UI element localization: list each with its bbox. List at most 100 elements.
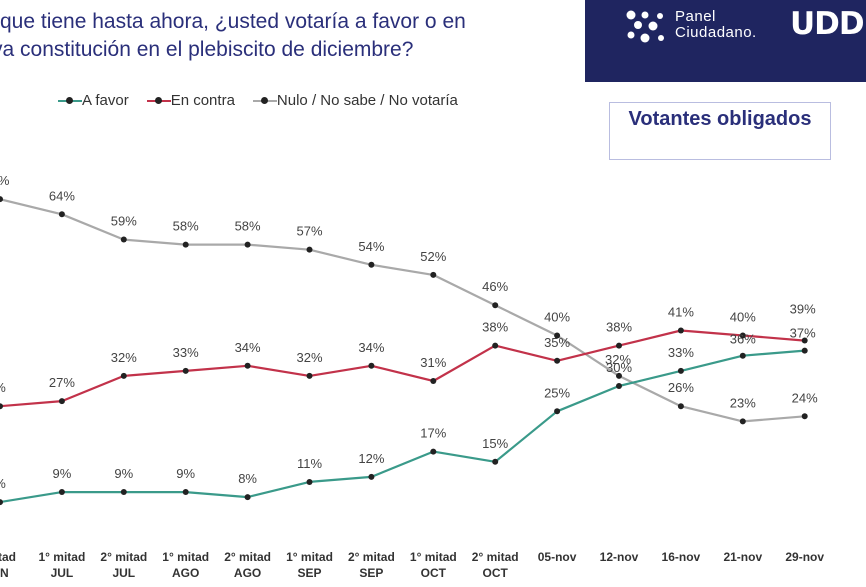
data-label: 36% (730, 332, 756, 347)
data-point (306, 372, 313, 379)
data-label: 31% (420, 355, 446, 370)
brand-line-2: Ciudadano. (675, 24, 757, 41)
data-point (368, 261, 375, 268)
data-point (492, 302, 499, 309)
data-label: 37% (790, 326, 816, 341)
data-label: 33% (173, 345, 199, 360)
data-label: 17% (420, 426, 446, 441)
legend-swatch-icon (252, 96, 277, 106)
x-tick-sublabel: JUL (51, 566, 74, 580)
x-axis: mitad UN 1° mitad JUL 2° mitad JUL 1° mitad AGO… (0, 550, 824, 580)
legend-item-a-favor: A favor (58, 92, 129, 109)
series-line (0, 329, 805, 408)
x-tick-label: mitad (0, 550, 16, 564)
data-label: 9% (176, 466, 195, 481)
data-point (739, 332, 746, 339)
data-point (554, 357, 561, 364)
chart-title: que tiene hasta ahora, ¿usted votaría a … (0, 8, 590, 64)
brand-line-1: Panel (675, 8, 716, 25)
x-tick-label: 2° mitad (472, 550, 519, 564)
data-label: % (0, 476, 6, 491)
data-point (616, 383, 622, 389)
legend-item-nulo-no-sabe-no-votar-a: Nulo / No sabe / No votaría (252, 92, 458, 109)
data-point (0, 499, 3, 506)
data-point (244, 494, 251, 501)
data-point (368, 362, 375, 369)
brand-name: Panel Ciudadano. (675, 9, 757, 41)
voters-panel-label: Votantes obligados (609, 102, 831, 160)
legend-label: A favor (82, 92, 129, 109)
x-tick-sublabel: JUL (112, 566, 135, 580)
data-label: 27% (49, 375, 75, 390)
series-en-contra: % 27% 32% 33% 34% 32% 34% 31% 38% 35% 38% 41% 40% 39% (0, 302, 816, 410)
data-point (0, 403, 3, 410)
x-tick-label: 1° mitad (286, 550, 333, 564)
data-point (120, 236, 127, 243)
data-label: 38% (482, 320, 508, 335)
x-tick-label: 1° mitad (162, 550, 209, 564)
data-point (739, 352, 746, 359)
udd-logo: UDD (790, 6, 865, 42)
data-label: 39% (790, 302, 816, 317)
series-line (0, 198, 805, 423)
data-point (0, 196, 3, 203)
data-label: 41% (668, 304, 694, 319)
data-label: 25% (544, 385, 570, 400)
data-point (554, 408, 561, 415)
x-tick-label: 05-nov (538, 550, 577, 564)
data-label: 40% (544, 310, 570, 325)
data-label: 64% (49, 188, 75, 203)
legend-label: En contra (170, 92, 235, 109)
data-point (182, 489, 189, 496)
data-point (801, 347, 808, 354)
data-point (492, 458, 499, 465)
panel-ciudadano-logo-icon (626, 10, 664, 43)
data-point (120, 489, 127, 496)
data-label: 32% (296, 350, 322, 365)
data-label: 35% (544, 335, 570, 350)
data-label: 24% (792, 390, 818, 405)
x-tick-label: 2° mitad (348, 550, 395, 564)
data-point (430, 271, 437, 278)
legend-swatch-icon (58, 96, 82, 106)
data-point (616, 372, 622, 379)
data-point (492, 342, 499, 349)
data-point (677, 403, 684, 410)
x-tick-sublabel: UN (0, 566, 9, 580)
x-tick-sublabel: OCT (421, 566, 447, 580)
data-label: 11% (297, 456, 322, 471)
data-label: 34% (235, 340, 261, 355)
x-tick-label: 29-nov (785, 550, 824, 564)
data-point (430, 448, 437, 455)
data-label: 7% (0, 173, 10, 188)
data-label: 59% (111, 214, 137, 229)
data-label: 33% (668, 345, 694, 360)
series-line (0, 349, 805, 504)
data-point (739, 418, 746, 425)
x-tick-label: 2° mitad (100, 550, 147, 564)
data-label: 32% (605, 352, 631, 367)
data-point (368, 473, 375, 480)
legend-label: Nulo / No sabe / No votaría (276, 92, 458, 109)
x-tick-sublabel: AGO (172, 566, 199, 580)
data-label: 15% (482, 436, 508, 451)
brand-header: Panel Ciudadano. UDD (585, 0, 866, 82)
data-label: 30% (606, 360, 632, 375)
data-label: 52% (420, 249, 446, 264)
data-label: 12% (358, 451, 384, 466)
x-tick-sublabel: OCT (483, 566, 509, 580)
x-tick-label: 1° mitad (38, 550, 85, 564)
x-tick-label: 2° mitad (224, 550, 271, 564)
data-label: 40% (730, 310, 756, 325)
data-point (554, 332, 561, 339)
data-label: 46% (482, 279, 508, 294)
data-label: 58% (235, 219, 261, 234)
data-label: 54% (358, 239, 384, 254)
data-label: 9% (114, 466, 133, 481)
data-label: 34% (358, 340, 384, 355)
data-point (616, 342, 622, 349)
data-point (182, 367, 189, 374)
data-label: 26% (668, 380, 694, 395)
data-label: 38% (606, 320, 632, 335)
